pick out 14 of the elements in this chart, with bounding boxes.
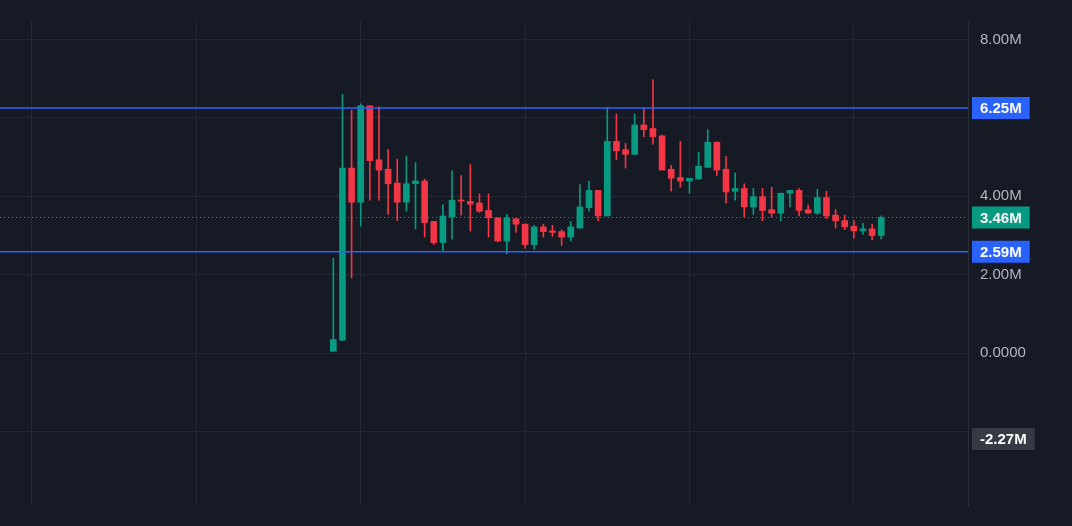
candlestick bbox=[640, 106, 648, 138]
y-tick-label: 4.00M bbox=[980, 186, 1022, 204]
candlestick bbox=[649, 79, 657, 145]
candlestick bbox=[786, 190, 794, 208]
candlestick bbox=[329, 257, 337, 352]
y-tick-label: 8.00M bbox=[980, 29, 1022, 47]
y-tick-label: 2.00M bbox=[980, 264, 1022, 282]
ref-line-label: 3.46M bbox=[980, 208, 1022, 226]
text: -2.27M bbox=[980, 430, 1027, 448]
y-tick-label: 0.0000 bbox=[980, 343, 1026, 361]
candlestick bbox=[466, 164, 474, 232]
ref-line-label: 6.25M bbox=[980, 99, 1022, 117]
candlestick bbox=[731, 172, 739, 201]
ref-line-label: 2.59M bbox=[980, 242, 1022, 260]
